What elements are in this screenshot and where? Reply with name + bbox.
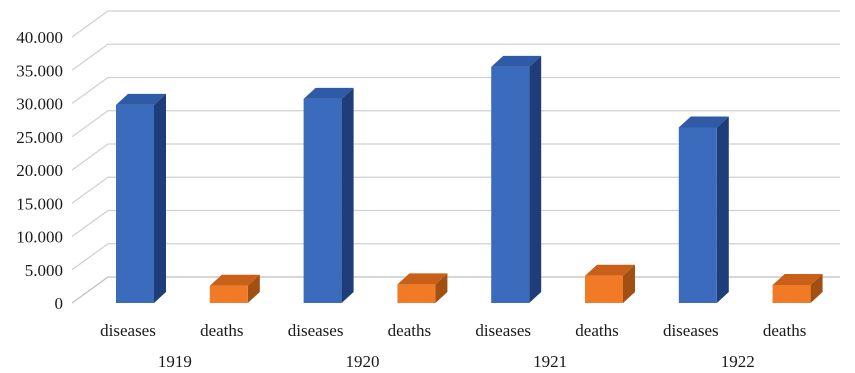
bar-front	[678, 127, 717, 303]
gridline	[71, 176, 840, 204]
y-tick-label: 0	[55, 294, 64, 313]
x-group-label: 1920	[346, 352, 380, 371]
bar-1921-deaths	[585, 264, 635, 303]
x-category-label: deaths	[388, 321, 431, 340]
x-category-label: deaths	[575, 321, 618, 340]
x-group-label: 1919	[158, 352, 192, 371]
y-tick-label: 30.000	[16, 95, 63, 114]
bar-front	[116, 104, 154, 303]
bar-top	[397, 273, 448, 285]
bar-side	[810, 274, 823, 303]
y-tick-label: 40.000	[16, 28, 63, 47]
x-category-label: deaths	[763, 321, 806, 340]
gridline	[71, 10, 840, 38]
x-category-label: diseases	[100, 321, 156, 340]
bar-1919-deaths	[209, 274, 260, 303]
gridline	[71, 76, 840, 104]
y-axis-ticks: 0 5.000 10.000 15.000 20.000 25.000 30.0…	[16, 28, 63, 313]
bar-front	[491, 66, 530, 303]
gridline	[71, 209, 840, 237]
y-tick-label: 35.000	[16, 61, 63, 80]
bar-front	[585, 275, 623, 303]
gridlines	[71, 10, 840, 304]
bar-1920-diseases	[303, 87, 354, 303]
x-category-label: deaths	[200, 321, 243, 340]
x-axis-categories: diseases deaths diseases deaths diseases…	[100, 321, 806, 340]
bar-side	[154, 93, 166, 303]
bar-side	[623, 264, 635, 303]
y-tick-label: 20.000	[16, 161, 63, 180]
bar-side	[529, 55, 542, 303]
bar-top	[116, 93, 166, 105]
x-group-label: 1921	[533, 352, 567, 371]
bar-1920-deaths	[397, 273, 448, 303]
gridline	[71, 243, 840, 271]
bar-1922-diseases	[678, 116, 729, 303]
bar-top	[491, 55, 542, 67]
bar-front	[397, 284, 436, 303]
gridline	[71, 110, 840, 138]
bar-top	[209, 274, 260, 286]
y-tick-label: 10.000	[16, 228, 63, 247]
bar-front	[772, 285, 811, 303]
y-tick-label: 5.000	[25, 261, 63, 280]
bar-side	[247, 274, 260, 303]
bar-top	[678, 116, 729, 128]
x-category-label: diseases	[475, 321, 531, 340]
bars	[116, 55, 823, 303]
bar-1921-diseases	[491, 55, 542, 303]
x-category-label: diseases	[663, 321, 719, 340]
bar-top	[303, 87, 354, 99]
x-axis-groups: 1919 1920 1921 1922	[158, 352, 755, 371]
bar-1922-deaths	[772, 274, 823, 303]
x-group-label: 1922	[721, 352, 755, 371]
y-tick-label: 15.000	[16, 194, 63, 213]
bar-front	[303, 98, 342, 303]
bar-side	[435, 273, 448, 303]
gridline	[71, 143, 840, 171]
bar-side	[341, 87, 354, 303]
bar-1919-diseases	[116, 93, 166, 303]
x-category-label: diseases	[288, 321, 344, 340]
bar-front	[209, 285, 248, 303]
gridline	[71, 43, 840, 71]
y-tick-label: 25.000	[16, 128, 63, 147]
bar-top	[585, 264, 635, 276]
bar-side	[716, 116, 729, 303]
bar-top	[772, 274, 823, 286]
